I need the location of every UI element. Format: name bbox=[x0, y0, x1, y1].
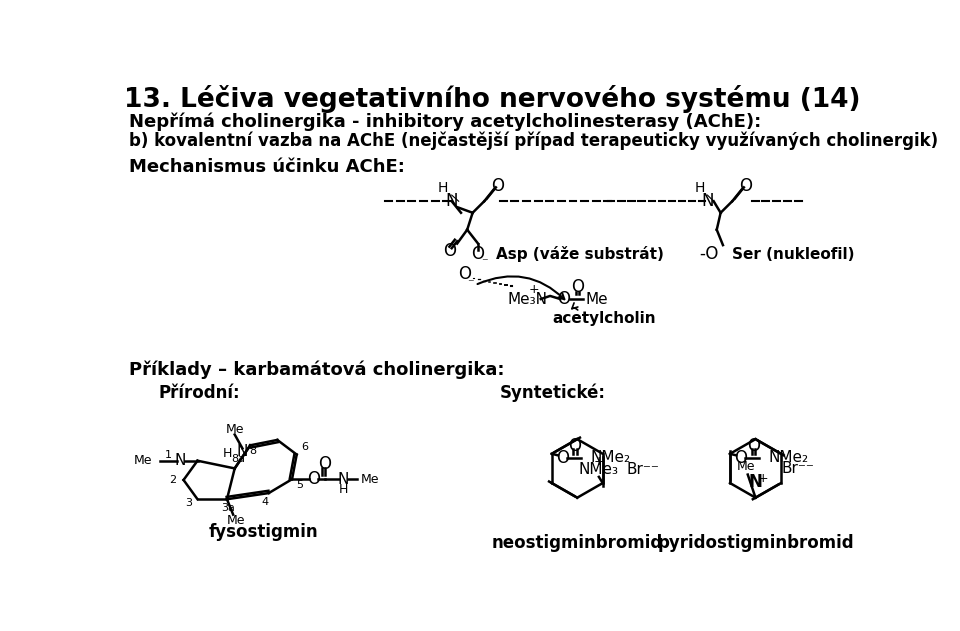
Text: 6: 6 bbox=[300, 442, 308, 452]
Text: Br⁻⁻: Br⁻⁻ bbox=[627, 462, 660, 476]
Text: O: O bbox=[568, 437, 582, 455]
Text: Přírodní:: Přírodní: bbox=[158, 384, 240, 402]
Text: fysostigmin: fysostigmin bbox=[208, 522, 318, 541]
Text: O: O bbox=[471, 245, 485, 263]
Text: N: N bbox=[445, 192, 458, 210]
Text: 2: 2 bbox=[169, 475, 177, 485]
Text: NMe₃: NMe₃ bbox=[579, 462, 619, 476]
Text: Ser (nukleofil): Ser (nukleofil) bbox=[732, 247, 854, 262]
Text: O: O bbox=[443, 242, 456, 260]
Text: -O: -O bbox=[699, 245, 719, 263]
Text: O: O bbox=[734, 449, 747, 467]
Text: 8a: 8a bbox=[230, 454, 245, 464]
Text: O: O bbox=[571, 278, 584, 297]
Text: 3a: 3a bbox=[222, 504, 235, 514]
Text: 3: 3 bbox=[184, 498, 192, 508]
Text: 4: 4 bbox=[261, 497, 269, 507]
Text: Me: Me bbox=[586, 292, 609, 307]
Text: O: O bbox=[747, 437, 759, 455]
Text: Syntetické:: Syntetické: bbox=[500, 384, 606, 402]
Text: NMe₂: NMe₂ bbox=[590, 450, 631, 465]
Text: H: H bbox=[223, 447, 231, 459]
Text: Me: Me bbox=[134, 454, 153, 467]
Text: +: + bbox=[758, 472, 769, 485]
Text: Nepřímá cholinergika - inhibitory acetylcholinesterasy (AChE):: Nepřímá cholinergika - inhibitory acetyl… bbox=[130, 113, 761, 131]
Text: H: H bbox=[438, 181, 448, 195]
Text: N: N bbox=[701, 192, 713, 210]
Text: b) kovalentní vazba na AChE (nejčastější případ terapeuticky využívaných choline: b) kovalentní vazba na AChE (nejčastější… bbox=[130, 132, 939, 150]
Text: 8: 8 bbox=[249, 447, 256, 456]
Text: Br⁻⁻: Br⁻⁻ bbox=[781, 461, 815, 476]
Text: O: O bbox=[491, 177, 504, 195]
Text: O: O bbox=[307, 470, 321, 488]
Text: H: H bbox=[694, 181, 705, 195]
Text: ⁻: ⁻ bbox=[467, 277, 473, 290]
Text: O: O bbox=[458, 266, 471, 283]
Text: Asp (váže substrát): Asp (váže substrát) bbox=[496, 246, 663, 262]
Text: 1: 1 bbox=[164, 449, 172, 459]
Text: Příklady – karbamátová cholinergika:: Příklady – karbamátová cholinergika: bbox=[130, 360, 505, 379]
Text: O: O bbox=[318, 455, 331, 473]
Text: Me: Me bbox=[227, 514, 246, 528]
Text: pyridostigminbromid: pyridostigminbromid bbox=[658, 534, 853, 552]
Text: 13. Léčiva vegetativního nervového systému (14): 13. Léčiva vegetativního nervového systé… bbox=[124, 85, 860, 113]
Text: NMe₂: NMe₂ bbox=[769, 450, 809, 465]
Text: O: O bbox=[739, 177, 752, 195]
Text: Mechanismus účinku AChE:: Mechanismus účinku AChE: bbox=[130, 158, 405, 175]
Text: acetylcholin: acetylcholin bbox=[553, 311, 657, 326]
Text: Me: Me bbox=[360, 473, 379, 486]
Text: N: N bbox=[338, 472, 348, 487]
Text: Me₃N: Me₃N bbox=[508, 292, 547, 307]
Text: +: + bbox=[593, 455, 604, 468]
Text: Me: Me bbox=[226, 423, 244, 437]
Text: O: O bbox=[556, 449, 569, 467]
Text: 5: 5 bbox=[297, 480, 303, 490]
Text: Me: Me bbox=[737, 461, 756, 473]
Text: O: O bbox=[557, 290, 570, 308]
Text: neostigminbromid: neostigminbromid bbox=[492, 534, 662, 552]
Text: H: H bbox=[339, 483, 348, 497]
Text: +: + bbox=[529, 283, 540, 297]
Text: N: N bbox=[749, 473, 762, 492]
Text: N: N bbox=[237, 444, 248, 459]
Text: N: N bbox=[175, 453, 186, 468]
Text: ⁻: ⁻ bbox=[481, 256, 488, 269]
